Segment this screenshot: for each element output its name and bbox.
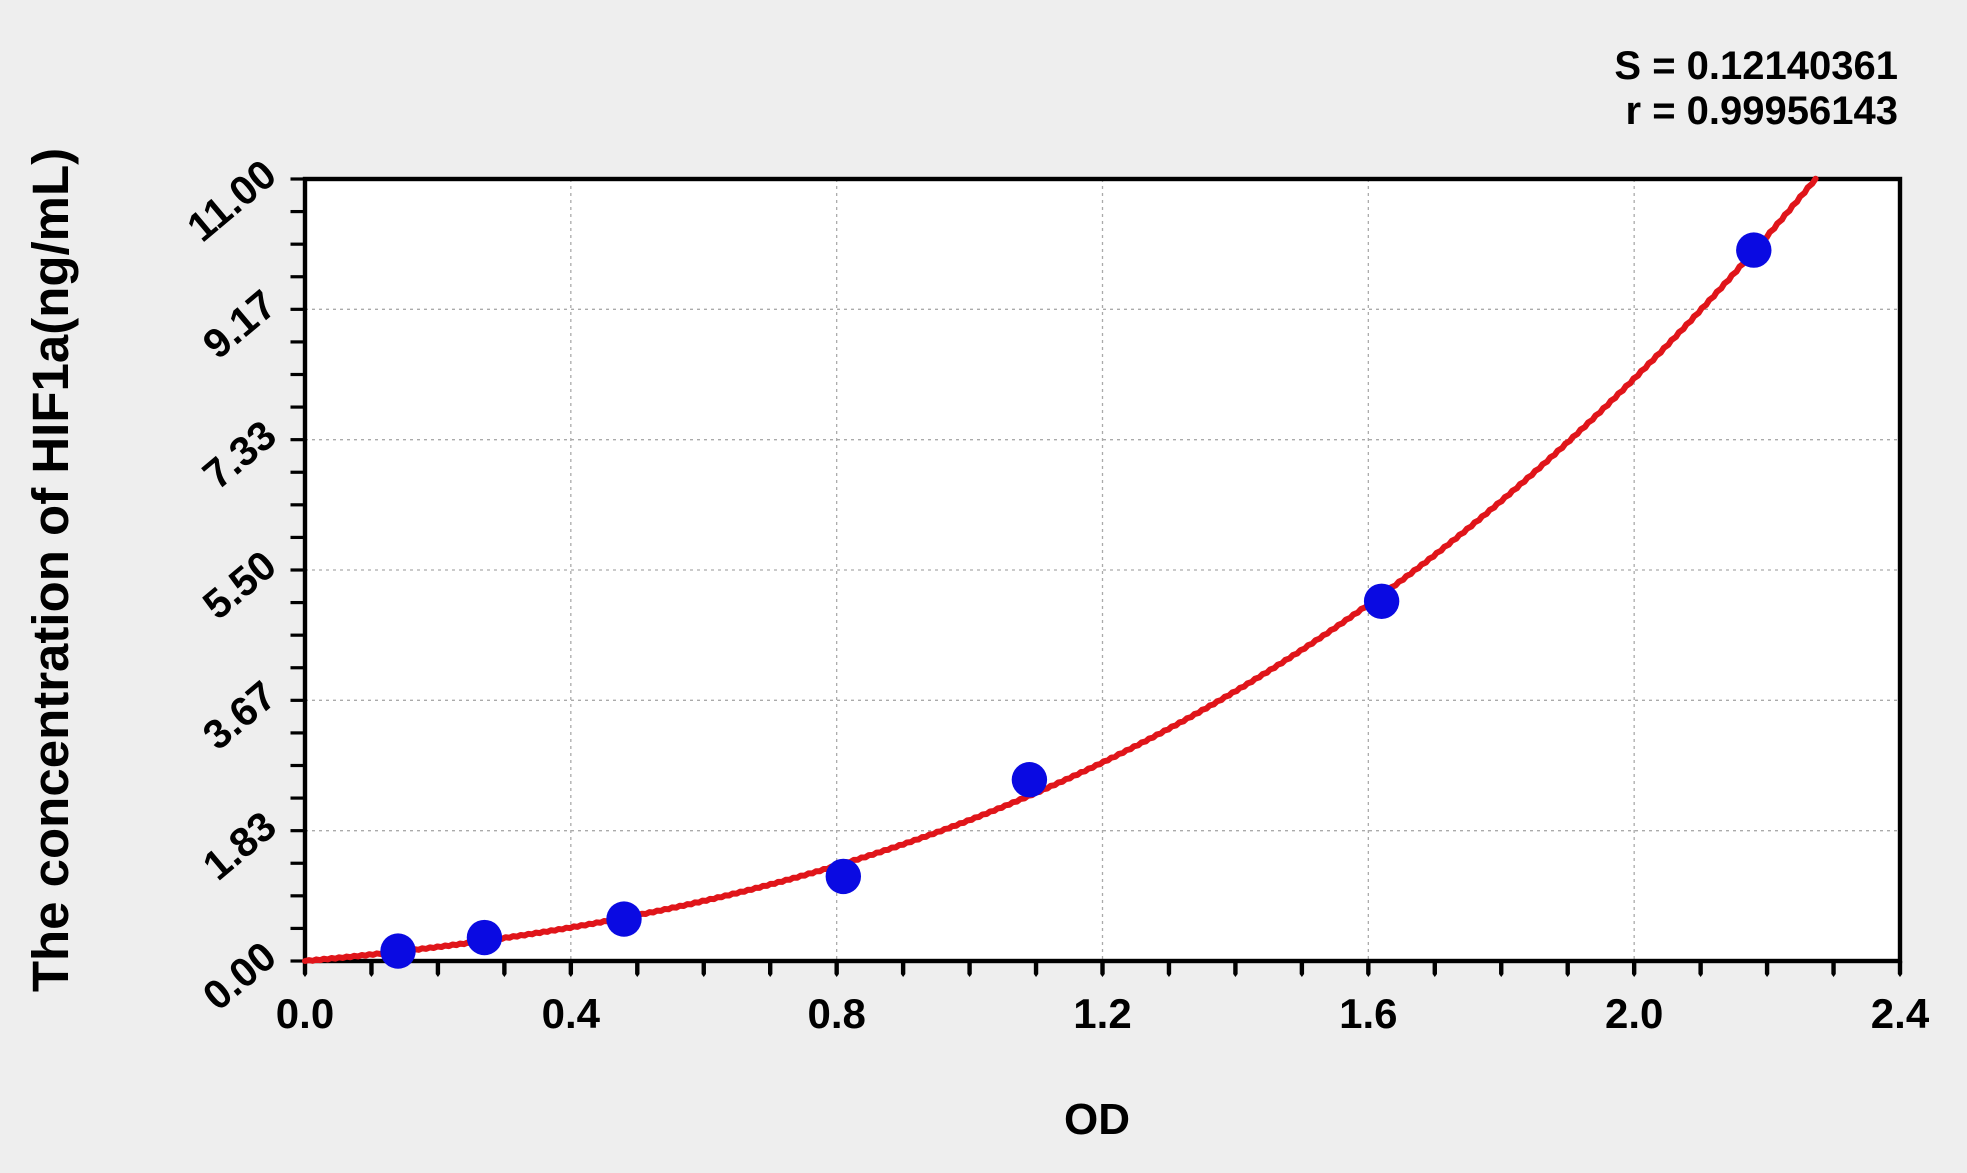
svg-text:0.4: 0.4 — [542, 990, 601, 1037]
svg-text:2.0: 2.0 — [1605, 990, 1663, 1037]
svg-text:S = 0.12140361: S = 0.12140361 — [1614, 44, 1898, 88]
svg-text:1.6: 1.6 — [1339, 990, 1397, 1037]
svg-text:OD: OD — [1064, 1095, 1130, 1144]
svg-text:2.4: 2.4 — [1871, 990, 1930, 1037]
svg-text:The concentration of HIF1a(ng/: The concentration of HIF1a(ng/mL) — [22, 148, 79, 992]
svg-text:0.0: 0.0 — [276, 990, 334, 1037]
svg-text:0.8: 0.8 — [808, 990, 866, 1037]
svg-text:1.2: 1.2 — [1073, 990, 1131, 1037]
svg-text:r = 0.99956143: r = 0.99956143 — [1626, 89, 1898, 133]
